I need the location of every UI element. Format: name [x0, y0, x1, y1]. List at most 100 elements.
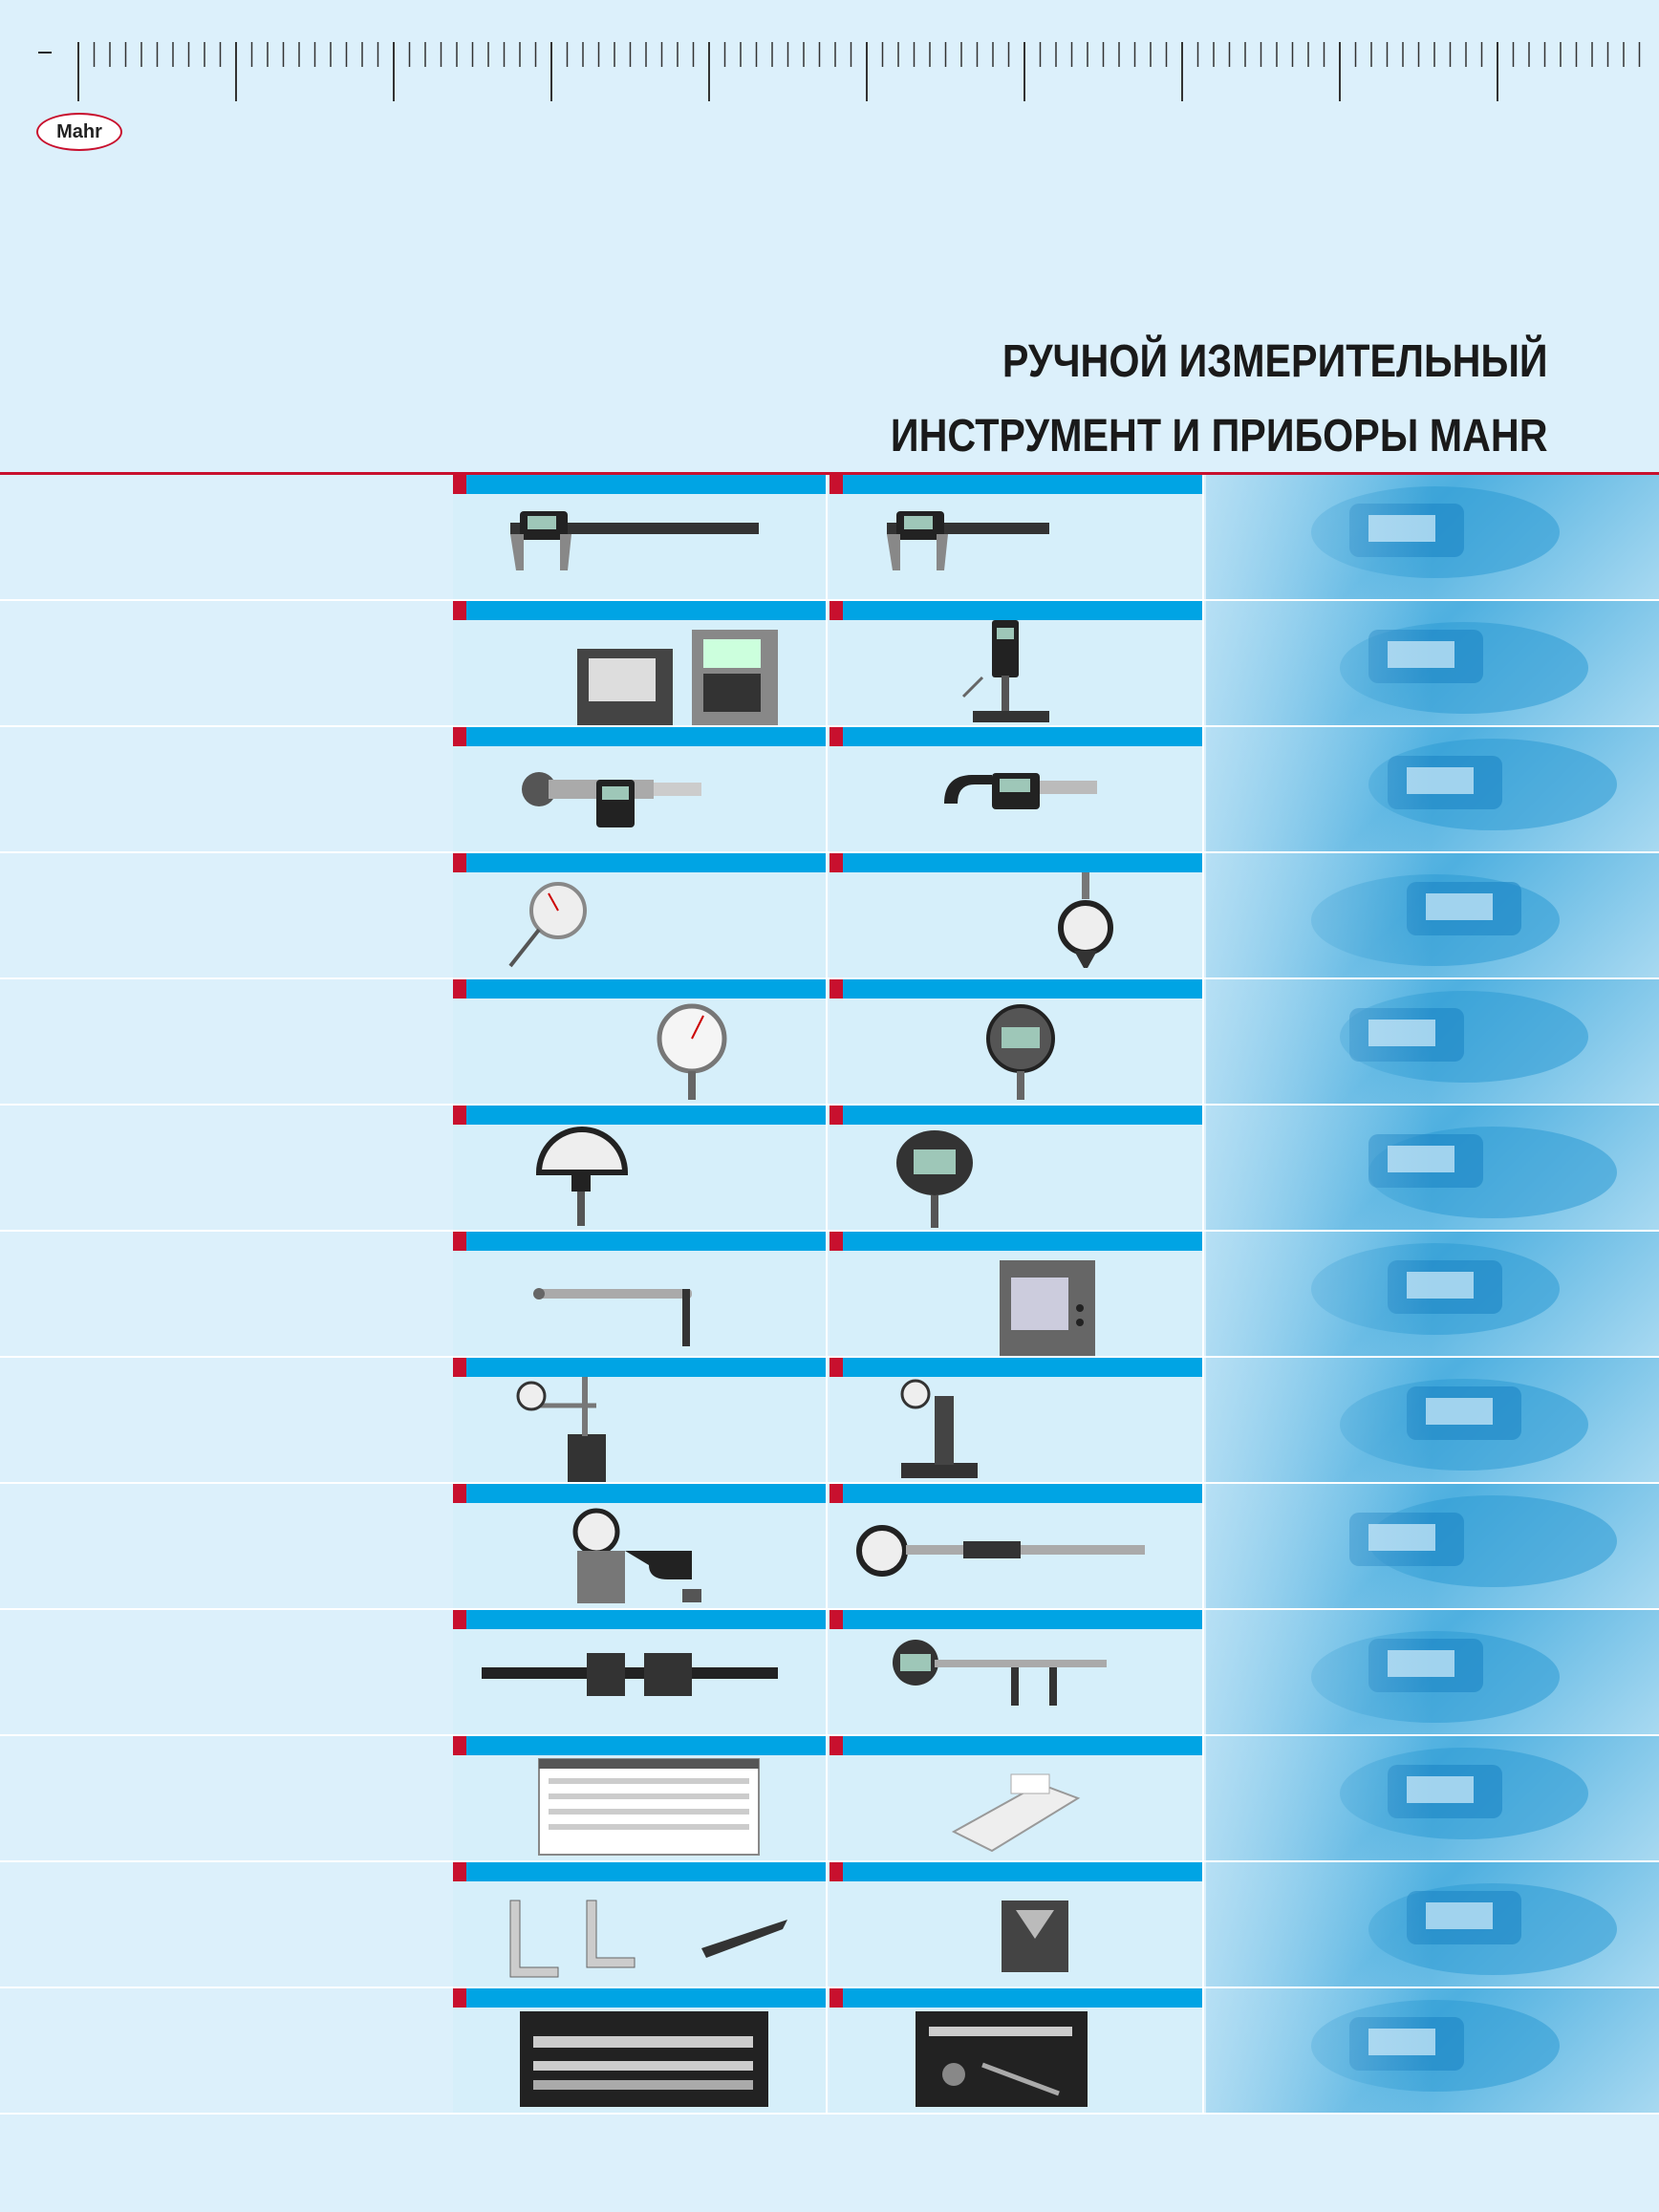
- digital-comparator-icon: [896, 1130, 973, 1228]
- product-row: [0, 1358, 1659, 1484]
- stand-closeup-photo: [1206, 1358, 1659, 1482]
- row-label-area: [0, 1610, 453, 1734]
- digital-display-closeup-photo: [1206, 979, 1659, 1104]
- row-label-area: [0, 475, 453, 599]
- cell-header-bar: [453, 727, 826, 746]
- digital-micrometer-icon: [944, 773, 1097, 809]
- product-cell[interactable]: [830, 1484, 1204, 1608]
- dial-test-indicator-icon: [508, 882, 587, 968]
- product-row: [0, 1988, 1659, 2115]
- product-cell[interactable]: [453, 1736, 828, 1860]
- long-caliper-icon: [482, 1653, 778, 1696]
- product-cell[interactable]: [830, 601, 1204, 725]
- row-label-area: [0, 1358, 453, 1482]
- product-row: [0, 979, 1659, 1106]
- height-gauge-icon: [961, 620, 1049, 722]
- cell-header-bar: [453, 1232, 826, 1251]
- row-label-area: [0, 1232, 453, 1356]
- bore-dial-indicator-icon: [1058, 872, 1113, 968]
- product-cell[interactable]: [453, 475, 828, 599]
- product-cell[interactable]: [830, 1610, 1204, 1734]
- measuring-head-closeup-photo: [1206, 1610, 1659, 1734]
- product-cell[interactable]: [830, 475, 1204, 599]
- cell-header-bar: [453, 1358, 826, 1377]
- product-cell[interactable]: [453, 1358, 828, 1482]
- snap-gauge-icon: [572, 1508, 701, 1603]
- product-cell[interactable]: [453, 601, 828, 725]
- cell-header-bar: [830, 727, 1202, 746]
- product-cell[interactable]: [453, 853, 828, 977]
- cell-header-bar: [830, 1736, 1202, 1755]
- mahr-logo: Mahr: [36, 113, 122, 151]
- product-cell[interactable]: [453, 1232, 828, 1356]
- product-row: [0, 601, 1659, 727]
- product-row: [0, 1736, 1659, 1862]
- caliper-closeup-photo: [1206, 475, 1659, 599]
- cell-header-bar: [453, 475, 826, 494]
- title-line-2: ИНСТРУМЕНТ И ПРИБОРЫ MAHR: [891, 411, 1548, 462]
- digital-indicator-icon: [986, 1004, 1055, 1100]
- product-cell[interactable]: [830, 1232, 1204, 1356]
- cell-header-bar: [453, 1484, 826, 1503]
- data-printer-icon: [951, 1773, 1081, 1853]
- cell-header-bar: [830, 1862, 1202, 1881]
- cell-header-bar: [453, 1862, 826, 1881]
- cell-header-bar: [830, 853, 1202, 872]
- product-cell[interactable]: [830, 1988, 1204, 2113]
- product-cell[interactable]: [830, 1862, 1204, 1987]
- product-cell[interactable]: [830, 1736, 1204, 1860]
- cell-header-bar: [830, 1484, 1202, 1503]
- product-cell[interactable]: [453, 1988, 828, 2113]
- product-cell[interactable]: [830, 1358, 1204, 1482]
- row-label-area: [0, 853, 453, 977]
- ruler-scale: [77, 42, 1641, 101]
- product-cell[interactable]: [830, 727, 1204, 851]
- product-cell[interactable]: [830, 979, 1204, 1104]
- dial-closeup-photo: [1206, 853, 1659, 977]
- digital-caliper-large-icon: [510, 511, 759, 570]
- cell-header-bar: [453, 853, 826, 872]
- indicator-stand-icon: [900, 1379, 978, 1478]
- product-cell[interactable]: [453, 1610, 828, 1734]
- magnetic-stand-icon: [516, 1377, 606, 1482]
- digital-caliper-icon: [887, 511, 1049, 570]
- title-divider: [0, 472, 1659, 475]
- software-screen-icon: [538, 1758, 760, 1856]
- product-cell[interactable]: [453, 1484, 828, 1608]
- product-row: [0, 727, 1659, 853]
- cell-header-bar: [830, 1610, 1202, 1629]
- title-line-1: РУЧНОЙ ИЗМЕРИТЕЛЬНЫЙ: [1002, 336, 1548, 387]
- product-row: [0, 853, 1659, 979]
- v-block-icon: [1002, 1901, 1068, 1972]
- inside-measuring-instrument-icon: [893, 1640, 1107, 1706]
- product-cell[interactable]: [830, 853, 1204, 977]
- product-cell[interactable]: [453, 1862, 828, 1987]
- logo-text: Mahr: [56, 120, 102, 142]
- product-cell[interactable]: [453, 727, 828, 851]
- product-cell[interactable]: [453, 1106, 828, 1230]
- row-label-area: [0, 1988, 453, 2113]
- cell-header-bar: [830, 979, 1202, 999]
- comparator-closeup-photo: [1206, 1106, 1659, 1230]
- keypad-closeup-photo: [1206, 601, 1659, 725]
- cell-header-bar: [453, 1610, 826, 1629]
- product-row: [0, 1862, 1659, 1988]
- internal-micrometer-icon: [522, 772, 701, 827]
- cell-header-bar: [830, 475, 1202, 494]
- gear-tester-closeup-photo: [1206, 1484, 1659, 1608]
- comparator-icon: [535, 1127, 629, 1226]
- cell-header-bar: [453, 1988, 826, 2008]
- product-cell[interactable]: [830, 1106, 1204, 1230]
- cell-header-bar: [830, 1358, 1202, 1377]
- micrometer-closeup-photo: [1206, 727, 1659, 851]
- product-row: [0, 1610, 1659, 1736]
- gauge-block-set-icon: [520, 2011, 768, 2107]
- cell-header-bar: [453, 601, 826, 620]
- product-cell[interactable]: [453, 979, 828, 1104]
- bore-gauge-icon: [856, 1525, 1145, 1577]
- ruler-dash: [38, 52, 52, 54]
- squares-rulers-icon: [509, 1900, 787, 1978]
- row-label-area: [0, 601, 453, 725]
- v-block-closeup-photo: [1206, 1862, 1659, 1987]
- cell-header-bar: [453, 1736, 826, 1755]
